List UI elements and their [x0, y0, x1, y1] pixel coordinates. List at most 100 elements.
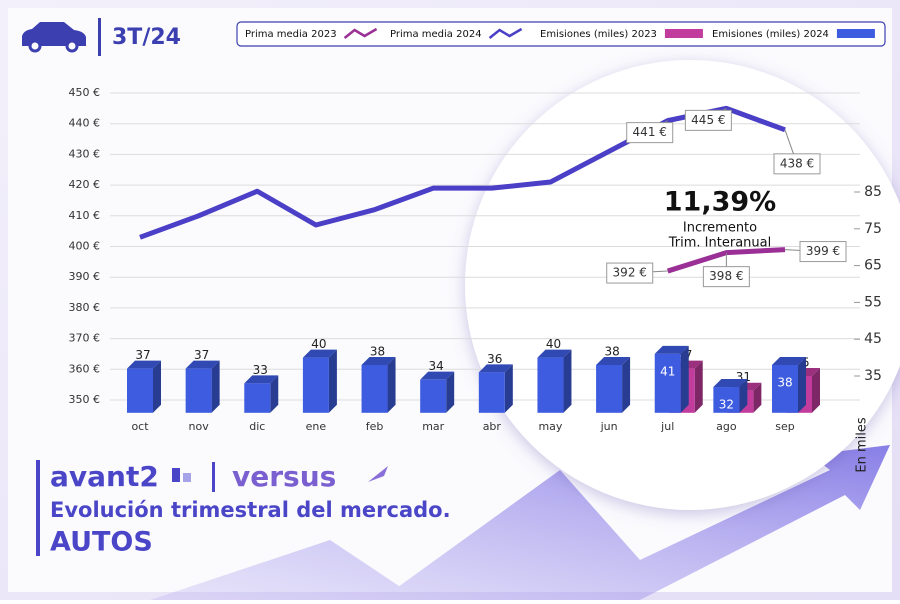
- bar-label: 33: [253, 363, 268, 377]
- label-box: [799, 241, 847, 263]
- bar-side: [270, 375, 279, 413]
- x-tick-label: jun: [600, 420, 618, 433]
- bar-side: [798, 356, 806, 413]
- bar-top: [478, 364, 513, 373]
- bar-top: [537, 349, 572, 358]
- bar-side: [211, 360, 220, 413]
- line-label: 392 €: [613, 266, 647, 280]
- y2-tick-label: 75: [864, 221, 882, 237]
- annotation-text: Trim. Interanual: [668, 236, 771, 251]
- bar-label: 38: [777, 375, 792, 389]
- brand-mark: [183, 473, 191, 482]
- y-tick-label: 390 €: [69, 270, 101, 283]
- bar: [185, 368, 212, 413]
- bar-label: 41: [660, 364, 675, 378]
- x-tick-label: mar: [422, 420, 444, 433]
- partner-mark: [368, 466, 388, 482]
- y2-axis-label: En miles: [855, 417, 870, 472]
- bar-side: [504, 364, 513, 413]
- bar-label: 40: [546, 337, 561, 351]
- legend-swatch: [488, 27, 523, 39]
- bar-label: 38: [370, 344, 385, 358]
- legend-swatch: [664, 29, 703, 38]
- bar-side: [446, 371, 455, 413]
- y2-tick-label: 35: [864, 368, 882, 384]
- bar: [537, 357, 564, 413]
- bar: [654, 353, 681, 413]
- line-label: 399 €: [806, 244, 840, 258]
- bar-side: [328, 349, 337, 413]
- zoom-lens: [465, 60, 900, 510]
- bar-label: 37: [194, 348, 209, 362]
- x-tick-label: ago: [716, 420, 737, 433]
- line: [139, 105, 786, 240]
- bar-top: [654, 345, 689, 354]
- divider: [98, 18, 101, 56]
- x-tick-label: abr: [483, 420, 502, 433]
- y-tick-label: 400 €: [69, 240, 101, 253]
- y-tick-label: 380 €: [69, 301, 101, 314]
- y2-tick-label: 65: [864, 258, 882, 274]
- y-tick-label: 410 €: [69, 209, 101, 222]
- bar-top: [185, 360, 220, 369]
- bar-top: [244, 375, 279, 384]
- x-tick-label: may: [538, 420, 562, 433]
- legend-swatch: [836, 29, 875, 38]
- line-label: 438 €: [780, 156, 814, 170]
- bar-top: [713, 379, 748, 388]
- label-box: [626, 122, 674, 144]
- annotation-text: Incremento: [683, 221, 757, 236]
- bar-top: [127, 360, 161, 369]
- line-label: 441 €: [633, 125, 667, 139]
- bar: [478, 372, 505, 413]
- label-box: [773, 153, 821, 175]
- label-box: [606, 262, 654, 284]
- bar-side: [387, 356, 396, 413]
- x-tick-label: sep: [775, 420, 794, 433]
- legend-swatch: [343, 27, 378, 39]
- bar-top: [772, 356, 806, 365]
- legend-label: Prima media 2024: [390, 29, 482, 40]
- bar: [361, 364, 388, 413]
- car-wheel: [28, 39, 42, 53]
- bar: [420, 379, 447, 413]
- bar-label: 37: [135, 348, 150, 362]
- bar: [596, 364, 623, 413]
- bar-top: [420, 371, 455, 380]
- bar-side: [563, 349, 572, 413]
- chart: 350 € 360 € 370 € 380 € 390 € 400 € 410 € 420 €…: [69, 27, 882, 473]
- bar: [244, 383, 271, 413]
- x-tick-label: dic: [249, 420, 265, 433]
- bar-top: [596, 356, 631, 365]
- bar-label: 36: [487, 352, 502, 366]
- arrow-decoration: [150, 445, 890, 600]
- x-tick-label: feb: [366, 420, 384, 433]
- y2-tick-label: 55: [864, 294, 882, 310]
- bar-side: [680, 345, 689, 413]
- legend-box: [236, 21, 886, 47]
- label-box: [702, 266, 750, 288]
- line-label: 398 €: [709, 269, 743, 283]
- y-tick-label: 350 €: [69, 393, 101, 406]
- bar-side: [739, 379, 748, 413]
- x-tick-label: jul: [660, 420, 674, 433]
- y-tick-label: 370 €: [69, 332, 101, 345]
- annotation-value: 11,39%: [664, 187, 776, 218]
- label-box: [684, 109, 732, 131]
- legend-label: Emisiones (miles) 2024: [712, 29, 829, 40]
- bar: [127, 368, 153, 413]
- bar-label: 40: [311, 337, 326, 351]
- brand-name: avant2: [50, 460, 159, 493]
- bar-label: 32: [719, 398, 734, 412]
- brand-mark: [172, 468, 180, 482]
- y2-tick-label: 85: [864, 184, 882, 200]
- car-wheel: [65, 39, 79, 53]
- bar-side: [753, 382, 762, 413]
- bar-label: 34: [429, 359, 444, 373]
- period: 3T/24: [112, 25, 181, 50]
- bar: [302, 357, 329, 413]
- accent-bar: [36, 460, 40, 556]
- subtitle: AUTOS: [50, 527, 153, 558]
- line-label: 445 €: [691, 113, 725, 127]
